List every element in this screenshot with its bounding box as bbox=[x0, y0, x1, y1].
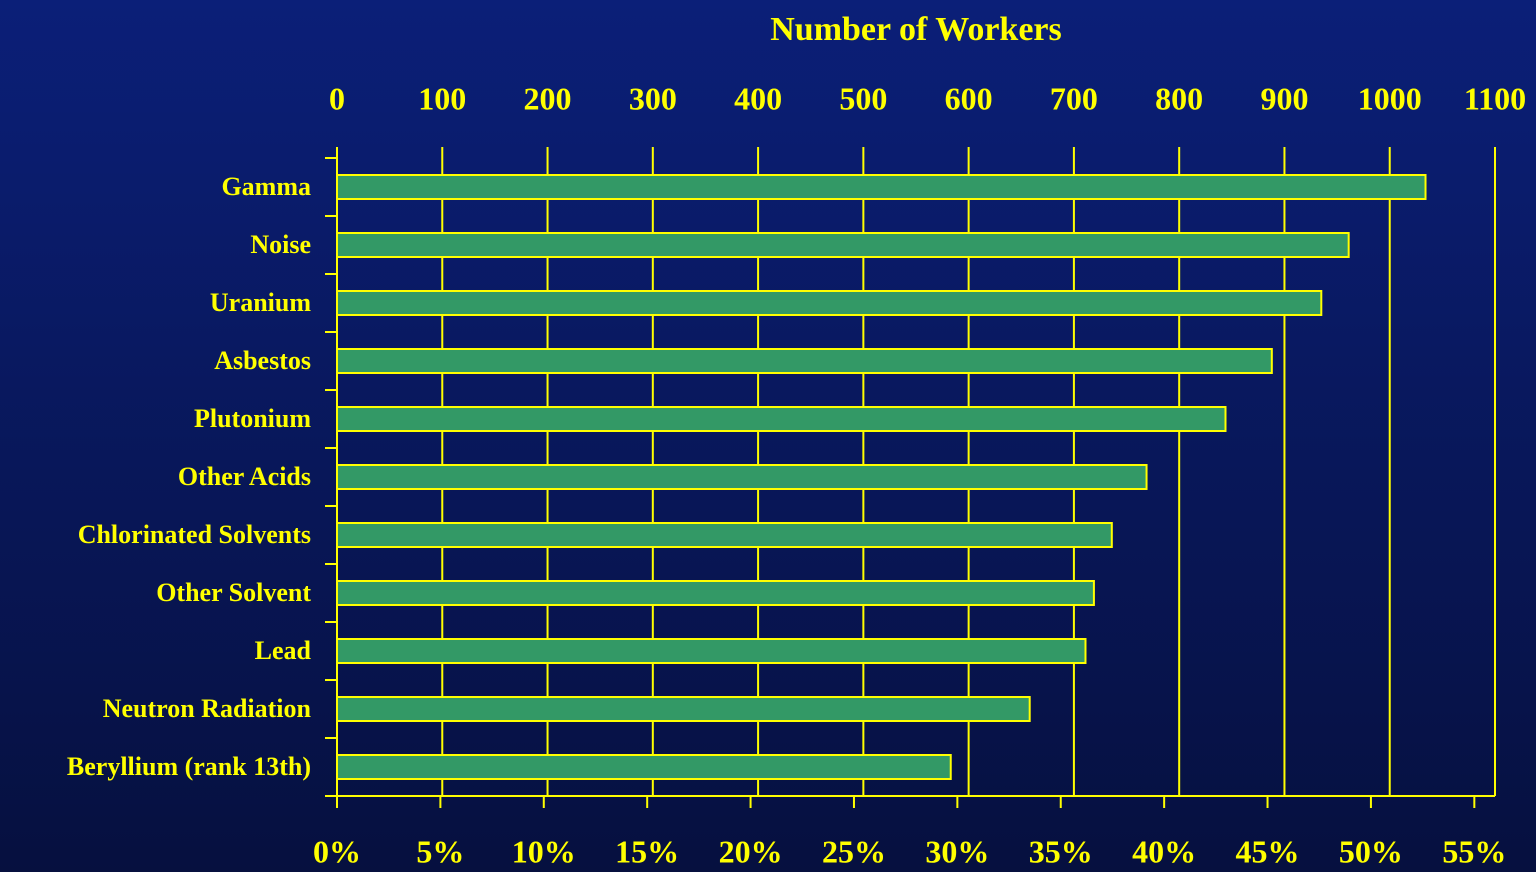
x-tick-label: 800 bbox=[1155, 80, 1203, 116]
bar bbox=[336, 290, 1323, 316]
y-tick-label: Gamma bbox=[221, 172, 311, 201]
y-tick-label: Chlorinated Solvents bbox=[78, 520, 311, 549]
bar bbox=[336, 638, 1087, 664]
x2-tick-label: 50% bbox=[1339, 833, 1403, 869]
bar bbox=[336, 580, 1095, 606]
y-tick-label: Other Solvent bbox=[156, 578, 311, 607]
chart-title: Number of Workers bbox=[770, 11, 1062, 48]
y-tick-label: Lead bbox=[255, 636, 312, 665]
y-tick-label: Other Acids bbox=[178, 462, 311, 491]
y-tick-label: Asbestos bbox=[214, 346, 311, 375]
x2-tick-label: 30% bbox=[925, 833, 989, 869]
x2-tick-label: 35% bbox=[1029, 833, 1093, 869]
bar bbox=[336, 464, 1148, 490]
x-tick-label: 300 bbox=[629, 80, 677, 116]
x-tick-label: 0 bbox=[329, 80, 345, 116]
x-tick-label: 200 bbox=[524, 80, 572, 116]
y-tick-label: Noise bbox=[250, 230, 311, 259]
x-tick-label: 600 bbox=[945, 80, 993, 116]
x-tick-label: 900 bbox=[1260, 80, 1308, 116]
x-tick-label: 1100 bbox=[1464, 80, 1526, 116]
y-tick-label: Plutonium bbox=[194, 404, 311, 433]
bar bbox=[336, 754, 952, 780]
x-tick-label: 700 bbox=[1050, 80, 1098, 116]
bar bbox=[336, 406, 1227, 432]
x2-tick-label: 40% bbox=[1132, 833, 1196, 869]
x-tick-label: 500 bbox=[839, 80, 887, 116]
x2-tick-label: 20% bbox=[719, 833, 783, 869]
y-tick-label: Uranium bbox=[210, 288, 311, 317]
bar bbox=[336, 522, 1113, 548]
x2-tick-label: 25% bbox=[822, 833, 886, 869]
x2-tick-label: 10% bbox=[512, 833, 576, 869]
x2-tick-label: 5% bbox=[416, 833, 464, 869]
x2-tick-label: 15% bbox=[615, 833, 679, 869]
x2-tick-label: 55% bbox=[1442, 833, 1506, 869]
x2-tick-label: 0% bbox=[313, 833, 361, 869]
x-tick-label: 400 bbox=[734, 80, 782, 116]
bar bbox=[336, 696, 1031, 722]
x2-tick-label: 45% bbox=[1236, 833, 1300, 869]
x-tick-label: 100 bbox=[418, 80, 466, 116]
x-tick-label: 1000 bbox=[1358, 80, 1422, 116]
bar bbox=[336, 174, 1427, 200]
bar bbox=[336, 232, 1350, 258]
y-tick-label: Neutron Radiation bbox=[103, 694, 312, 723]
bar bbox=[336, 348, 1273, 374]
y-tick-label: Beryllium (rank 13th) bbox=[67, 752, 311, 781]
